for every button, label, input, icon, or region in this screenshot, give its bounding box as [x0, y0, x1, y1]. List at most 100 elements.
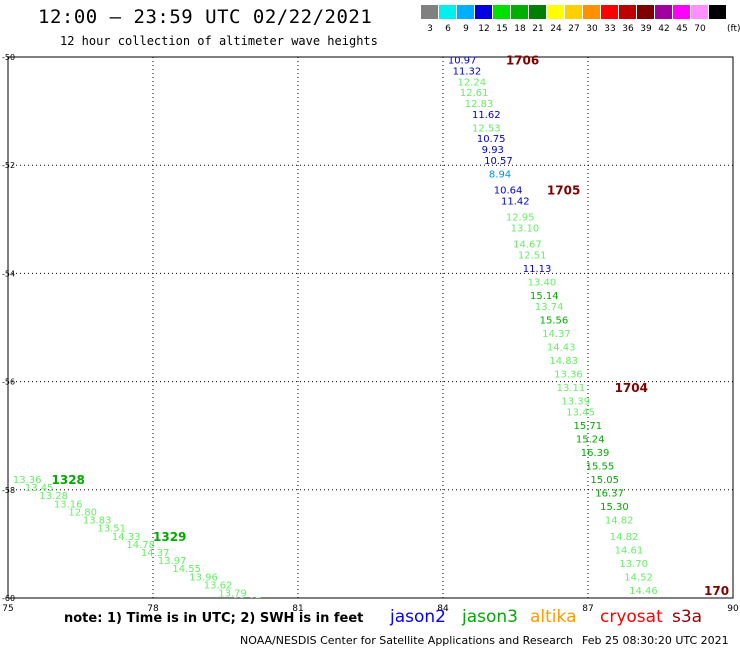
wave-height-value: 13.96 [189, 572, 218, 583]
legend-swatch [565, 5, 582, 19]
wave-height-value: 13.40 [528, 278, 557, 289]
wave-height-value: 13.83 [83, 516, 112, 527]
legend-label: 6 [445, 24, 451, 34]
wave-height-value: 14.82 [610, 532, 639, 543]
legend-swatch [547, 5, 564, 19]
wave-height-value: 13.36 [13, 475, 42, 486]
legend-swatch [529, 5, 546, 19]
satellite-cryosat-label: cryosat [600, 607, 663, 627]
wave-height-value: 10.57 [484, 156, 513, 167]
map-title: 12:00 – 23:59 UTC 02/22/2021 [38, 6, 373, 28]
wave-height-value: 9.93 [482, 145, 504, 156]
generation-timestamp: Feb 25 08:30:20 UTC 2021 [582, 634, 729, 647]
wave-height-value: 13.39 [561, 397, 590, 408]
wave-height-value: 13.16 [54, 499, 83, 510]
track-time-label: 1704 [615, 381, 648, 395]
legend-swatch [619, 5, 636, 19]
legend-label: 24 [550, 24, 562, 34]
wave-height-value: 12.83 [465, 99, 494, 110]
track-time-label: 1705 [547, 184, 580, 198]
legend-label: 70 [694, 24, 706, 34]
wave-height-value: 14.37 [141, 548, 170, 559]
map-frame [7, 56, 734, 599]
legend-label: 42 [658, 24, 670, 34]
legend-label: 30 [586, 24, 598, 34]
longitude-tick-label: 90 [727, 604, 739, 614]
wave-height-value: 14.61 [615, 545, 644, 556]
wave-height-value: 15.71 [574, 421, 603, 432]
wave-height-value: 10.75 [477, 134, 506, 145]
wave-height-value: 15.24 [576, 434, 605, 445]
wave-height-value: 14.82 [605, 516, 634, 527]
axis-tick-labels: 75 78 81 84 87 90 -50 -52 -54 -56 -58 -60 [2, 53, 739, 614]
legend-swatch [637, 5, 654, 19]
wave-height-value: 14.46 [629, 586, 658, 597]
legend-label: 18 [514, 24, 526, 34]
credit-line: NOAA/NESDIS Center for Satellite Applica… [240, 634, 574, 647]
wave-height-value: 13.11 [557, 383, 586, 394]
legend-label: 45 [676, 24, 688, 34]
satellite-s3a-label: s3a [672, 607, 703, 627]
longitude-tick-label: 81 [292, 604, 303, 614]
longitude-tick-label: 78 [147, 604, 159, 614]
legend-label: 36 [622, 24, 634, 34]
track-time-label: 1329 [153, 530, 186, 544]
legend-swatch [655, 5, 672, 19]
longitude-tick-label: 87 [582, 604, 593, 614]
satellite-altika-label: altika [530, 607, 577, 627]
latitude-tick-label: -58 [2, 486, 15, 495]
wave-height-value: 11.62 [472, 110, 501, 121]
latitude-tick-label: -56 [2, 378, 15, 387]
wave-height-value: 12.51 [518, 250, 547, 261]
wave-height-value: 14.55 [172, 564, 201, 575]
wave-height-value: 14.67 [513, 240, 542, 251]
legend-swatch [493, 5, 510, 19]
legend-swatch [583, 5, 600, 19]
wave-height-value: 13.28 [39, 491, 68, 502]
legend-swatch [673, 5, 690, 19]
track-time-label: 1328 [52, 473, 85, 487]
legend-swatch [709, 5, 726, 19]
legend-swatch [601, 5, 618, 19]
wave-height-value: 13.74 [535, 302, 564, 313]
legend-label: 9 [463, 24, 469, 34]
wave-height-value: 13.36 [554, 369, 583, 380]
longitude-tick-label: 84 [437, 604, 449, 614]
wave-height-value: 15.14 [530, 291, 559, 302]
footer-note: note: 1) Time is in UTC; 2) SWH is in fe… [64, 611, 364, 626]
map-grid [7, 56, 734, 599]
legend-swatch [691, 5, 708, 19]
satellite-jason3-label: jason3 [462, 607, 518, 627]
legend-swatch [439, 5, 456, 19]
latitude-tick-label: -50 [2, 53, 15, 62]
wave-height-value: 12.24 [458, 77, 487, 88]
wave-height-value: 13.51 [97, 524, 126, 535]
map-subtitle: 12 hour collection of altimeter wave hei… [60, 34, 378, 48]
wave-height-value: 14.78 [126, 540, 155, 551]
legend-label: 33 [604, 24, 616, 34]
legend-swatch [475, 5, 492, 19]
wave-height-value: 14.83 [549, 356, 578, 367]
wave-height-value: 13.45 [25, 483, 54, 494]
legend-label: 21 [532, 24, 544, 34]
wave-height-value: 14.52 [624, 572, 653, 583]
wave-height-value: 10.97 [448, 56, 477, 67]
wave-height-value: 13.10 [511, 223, 540, 234]
legend-unit: (ft) [727, 24, 740, 34]
legend-label: 15 [496, 24, 508, 34]
track-time-label: 170 [704, 584, 729, 598]
wave-height-value: 13.45 [566, 407, 595, 418]
wave-height-value: 13.97 [233, 597, 262, 608]
legend-swatch [511, 5, 528, 19]
wave-height-value: 16.39 [581, 448, 610, 459]
legend-label: 39 [640, 24, 652, 34]
satellite-jason2-label: jason2 [390, 607, 446, 627]
wave-height-value: 15.55 [586, 461, 615, 472]
legend-swatch [457, 5, 474, 19]
wave-height-value: 15.05 [590, 475, 619, 486]
legend-label: 12 [478, 24, 490, 34]
wave-height-value: 12.53 [472, 123, 501, 134]
wave-height-value: 15.56 [540, 315, 569, 326]
